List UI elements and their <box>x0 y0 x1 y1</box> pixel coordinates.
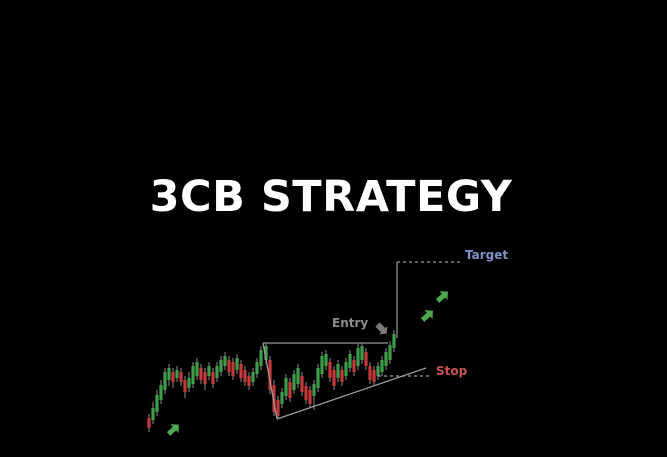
bull-candle <box>215 366 219 378</box>
bull-candle <box>344 362 348 376</box>
bull-candle <box>324 354 328 366</box>
bull-candle <box>292 374 296 390</box>
bear-candle <box>147 418 151 428</box>
bull-candle <box>320 356 324 374</box>
bull-candle <box>191 366 195 384</box>
bear-candle <box>368 366 372 380</box>
bear-candle <box>288 382 292 398</box>
entry-label: Entry <box>332 316 368 330</box>
bull-candle <box>356 348 360 366</box>
bull-candle <box>151 408 155 420</box>
bull-candle <box>388 345 392 360</box>
target-label: Target <box>465 248 508 262</box>
bull-candle <box>312 384 316 396</box>
bear-candle <box>239 364 243 378</box>
bull-candle <box>167 368 171 380</box>
arrow-up-right-icon <box>435 291 448 303</box>
bear-candle <box>247 376 251 386</box>
candlestick-series <box>147 330 396 432</box>
bear-candle <box>203 372 207 384</box>
bear-candle <box>276 400 280 416</box>
bull-candle <box>348 354 352 368</box>
bear-candle <box>300 376 304 392</box>
bull-candle <box>187 378 191 388</box>
pattern-left-edge <box>262 342 278 420</box>
bull-candle <box>235 358 239 370</box>
bear-candle <box>308 390 312 404</box>
bear-candle <box>332 370 336 386</box>
bear-candle <box>268 360 272 390</box>
bull-candle <box>155 395 159 412</box>
bear-candle <box>243 370 247 382</box>
bear-candle <box>372 370 376 382</box>
bull-candle <box>380 360 384 372</box>
bull-candle <box>360 346 364 360</box>
bull-candle <box>223 356 227 366</box>
bull-candle <box>163 372 167 390</box>
bear-candle <box>199 368 203 380</box>
bull-candle <box>336 364 340 378</box>
stop-label: Stop <box>436 364 468 378</box>
arrow-up-right-icon <box>166 424 179 436</box>
entry-arrow-icon <box>375 322 388 335</box>
bear-candle <box>231 362 235 376</box>
bull-candle <box>175 370 179 378</box>
bull-candle <box>255 362 259 374</box>
bear-candle <box>328 362 332 378</box>
bull-candle <box>376 366 380 376</box>
bull-candle <box>195 362 199 376</box>
bear-candle <box>304 386 308 400</box>
bull-candle <box>284 378 288 396</box>
bear-candle <box>179 372 183 382</box>
bear-candle <box>272 385 276 412</box>
bear-candle <box>364 352 368 366</box>
bear-candle <box>352 360 356 372</box>
bull-candle <box>296 368 300 384</box>
bear-candle <box>183 380 187 392</box>
bull-candle <box>316 368 320 388</box>
support-trendline <box>276 367 427 420</box>
bull-candle <box>219 360 223 372</box>
bull-candle <box>207 366 211 376</box>
bull-candle <box>392 334 396 348</box>
arrow-up-right-icon <box>420 310 433 322</box>
bull-candle <box>384 352 388 366</box>
bear-candle <box>171 372 175 382</box>
bear-candle <box>211 372 215 384</box>
bull-candle <box>159 385 163 400</box>
page-title: 3CB STRATEGY <box>150 172 513 222</box>
bull-candle <box>280 392 284 404</box>
bull-candle <box>251 372 255 382</box>
bull-candle <box>264 346 268 360</box>
bear-candle <box>227 360 231 372</box>
bear-candle <box>340 370 344 382</box>
bull-candle <box>259 350 263 366</box>
